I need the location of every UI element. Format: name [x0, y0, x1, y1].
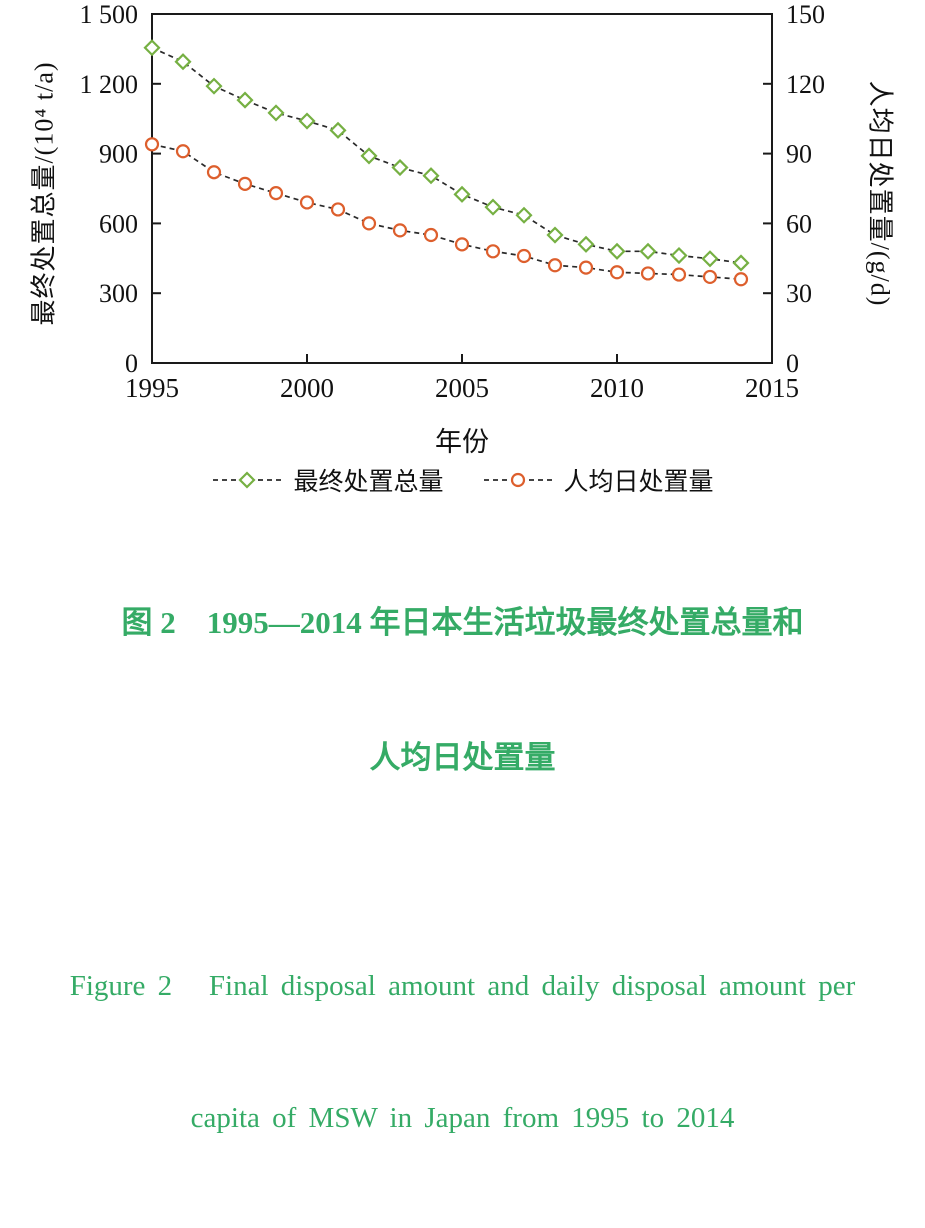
x-tick-label: 2010 — [590, 373, 644, 403]
data-point-circle — [268, 186, 284, 201]
data-point-circle — [392, 223, 408, 238]
data-point-diamond — [515, 206, 533, 224]
right-tick-label: 120 — [786, 70, 825, 99]
right-tick-label: 150 — [786, 0, 825, 29]
data-point-diamond — [484, 198, 502, 216]
left-tick-label: 300 — [99, 279, 138, 308]
data-point-diamond — [670, 246, 688, 265]
left-tick-label: 600 — [99, 209, 138, 238]
data-point-diamond — [732, 254, 750, 272]
legend-item-final-disposal: 最终处置总量 — [211, 462, 444, 498]
data-point-diamond — [639, 242, 657, 260]
data-point-circle — [299, 195, 315, 210]
data-point-diamond — [236, 91, 254, 109]
right-axis-title: 人均日处置量/(g/d) — [865, 80, 895, 307]
right-tick-label: 90 — [786, 140, 812, 169]
series-line — [151, 143, 742, 281]
figure-page: 0 300 600 900 1 200 1 500 0 30 60 90 120 150 1995 200… — [0, 0, 925, 1134]
caption-en-line2: capita of MSW in Japan from 1995 to 2014 — [190, 1102, 735, 1134]
legend-item-per-capita: 人均日处置量 — [482, 462, 714, 498]
left-axis-title: 最终处置总量/(10⁴ t/a) — [29, 61, 59, 326]
data-point-diamond — [205, 77, 223, 95]
data-point-circle — [671, 267, 687, 282]
data-point-diamond — [453, 185, 471, 203]
data-point-circle — [578, 260, 594, 275]
chart-area: 0 300 600 900 1 200 1 500 0 30 60 90 120 150 1995 200… — [0, 0, 925, 498]
data-point-circle — [485, 244, 501, 259]
caption-en-line1: Figure 2 Final disposal amount and daily… — [69, 970, 856, 1002]
x-tick-label: 2000 — [280, 373, 334, 403]
caption-zh-line1: 图 2 1995—2014 年日本生活垃圾最终处置总量和 — [121, 605, 804, 640]
line-chart: 0 300 600 900 1 200 1 500 0 30 60 90 120 150 1995 200… — [80, 0, 826, 403]
data-point-circle — [206, 165, 222, 180]
right-tick-label: 30 — [786, 279, 812, 308]
x-tick-label: 2015 — [745, 373, 799, 403]
data-point-diamond — [422, 167, 440, 185]
data-point-diamond — [391, 159, 409, 177]
x-tick-label: 1995 — [125, 373, 179, 403]
data-point-diamond — [267, 104, 285, 122]
x-axis-title: 年份 — [435, 427, 489, 457]
series-line — [151, 46, 742, 264]
data-point-diamond — [608, 242, 626, 260]
data-point-diamond — [298, 112, 316, 130]
data-point-circle — [547, 258, 563, 273]
right-tick-label: 60 — [786, 209, 812, 238]
legend-label-final-disposal: 最终处置总量 — [293, 469, 444, 496]
data-point-circle — [454, 237, 470, 252]
caption-chinese: 图 2 1995—2014 年日本生活垃圾最终处置总量和 人均日处置量 — [0, 510, 925, 870]
data-point-circle — [640, 266, 656, 281]
data-point-diamond — [143, 39, 161, 57]
data-point-circle — [423, 227, 439, 243]
data-point-circle — [733, 272, 749, 287]
left-tick-label: 0 — [125, 349, 138, 378]
data-point-circle — [144, 137, 160, 152]
x-tick-label: 2005 — [435, 373, 489, 403]
data-point-diamond — [329, 121, 347, 139]
right-tick-label: 0 — [786, 349, 799, 378]
legend-label-per-capita: 人均日处置量 — [563, 469, 714, 496]
circle-marker-icon — [483, 472, 552, 488]
left-tick-label: 1 200 — [80, 70, 139, 99]
data-point-circle — [237, 176, 253, 191]
diamond-marker-icon — [213, 471, 282, 489]
left-tick-label: 1 500 — [80, 0, 139, 29]
data-point-circle — [516, 248, 532, 264]
data-point-diamond — [577, 235, 595, 253]
data-point-diamond — [174, 53, 192, 71]
data-point-diamond — [701, 250, 719, 268]
data-point-circle — [609, 265, 625, 280]
data-point-circle — [330, 202, 346, 217]
caption-zh-line2: 人均日处置量 — [369, 740, 556, 775]
data-point-circle — [175, 144, 191, 159]
caption-english: Figure 2 Final disposal amount and daily… — [0, 876, 925, 1228]
data-point-diamond — [546, 226, 564, 244]
data-point-circle — [361, 216, 377, 231]
data-point-diamond — [360, 147, 378, 165]
left-tick-label: 900 — [99, 140, 138, 169]
data-point-circle — [702, 269, 718, 285]
legend: 最终处置总量 人均日处置量 — [0, 462, 925, 498]
